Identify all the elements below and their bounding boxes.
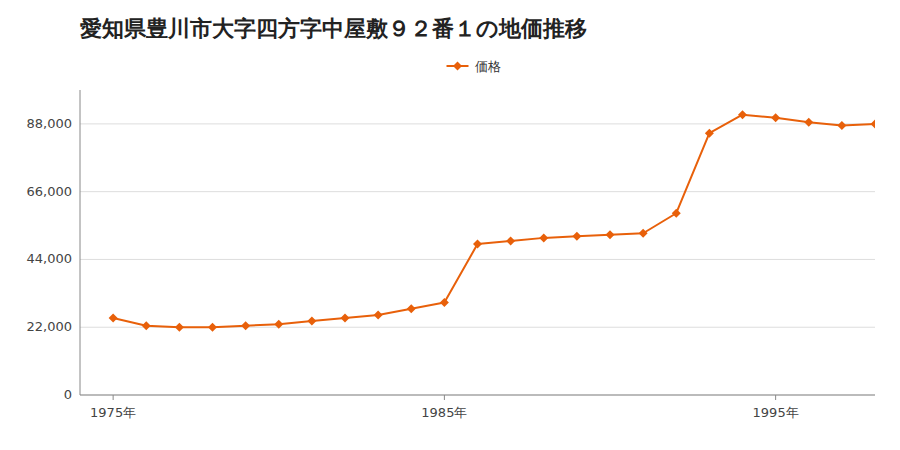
marker <box>672 209 681 218</box>
grid-line <box>80 191 875 192</box>
title: 愛知県豊川市大字四方字中屋敷９２番１の地価推移 <box>80 16 587 41</box>
marker <box>208 323 217 332</box>
legend-label: 価格 <box>475 59 501 74</box>
series-line <box>113 115 875 328</box>
grid-line <box>80 123 875 124</box>
x-tick <box>113 395 114 400</box>
marker <box>473 240 482 249</box>
marker <box>341 313 350 322</box>
chart: 愛知県豊川市大字四方字中屋敷９２番１の地価推移 0 22,000 44,000 66,0… <box>0 0 900 450</box>
marker <box>142 321 151 330</box>
marker <box>241 321 250 330</box>
x-tick-label: 1995年 <box>753 405 799 420</box>
marker <box>771 113 780 122</box>
marker <box>307 317 316 326</box>
marker <box>506 236 515 245</box>
y-tick-label: 44,000 <box>27 251 73 266</box>
x-tick-label: 1975年 <box>90 405 136 420</box>
marker <box>539 233 548 242</box>
x-tick-label: 1985年 <box>421 405 467 420</box>
grid <box>80 124 875 395</box>
plot-area <box>109 110 875 332</box>
chart-container: 愛知県豊川市大字四方字中屋敷９２番１の地価推移 0 22,000 44,000 66,0… <box>0 0 900 450</box>
grid-line <box>80 395 875 396</box>
marker <box>175 323 184 332</box>
marker <box>440 298 449 307</box>
x-tick <box>444 395 445 400</box>
marker <box>705 129 714 138</box>
x-tick <box>775 395 776 400</box>
marker <box>606 230 615 239</box>
marker <box>837 121 846 130</box>
grid-line <box>80 259 875 260</box>
legend-marker <box>453 62 462 71</box>
marker <box>274 320 283 329</box>
x-axis-line <box>80 395 875 396</box>
y-tick-label: 0 <box>64 387 72 402</box>
marker <box>374 310 383 319</box>
y-tick-label: 22,000 <box>27 319 73 334</box>
marker <box>639 229 648 238</box>
marker <box>109 313 118 322</box>
marker <box>738 110 747 119</box>
marker <box>871 119 876 128</box>
marker <box>407 304 416 313</box>
marker <box>804 118 813 127</box>
marker <box>572 232 581 241</box>
y-tick-label: 88,000 <box>27 116 73 131</box>
legend: 価格 <box>447 59 501 74</box>
y-tick-label: 66,000 <box>27 184 73 199</box>
y-axis-line <box>80 90 81 395</box>
